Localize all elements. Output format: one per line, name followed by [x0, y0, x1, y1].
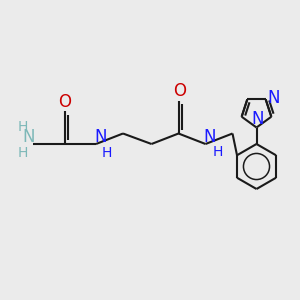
Text: N: N	[94, 128, 107, 146]
Text: O: O	[58, 93, 71, 111]
Text: N: N	[252, 110, 264, 128]
Text: N: N	[268, 89, 280, 107]
Text: N: N	[22, 128, 35, 146]
Text: O: O	[173, 82, 187, 100]
Text: H: H	[101, 146, 112, 160]
Text: N: N	[204, 128, 216, 146]
Text: H: H	[213, 146, 223, 159]
Text: H: H	[17, 146, 28, 160]
Text: H: H	[17, 120, 28, 134]
